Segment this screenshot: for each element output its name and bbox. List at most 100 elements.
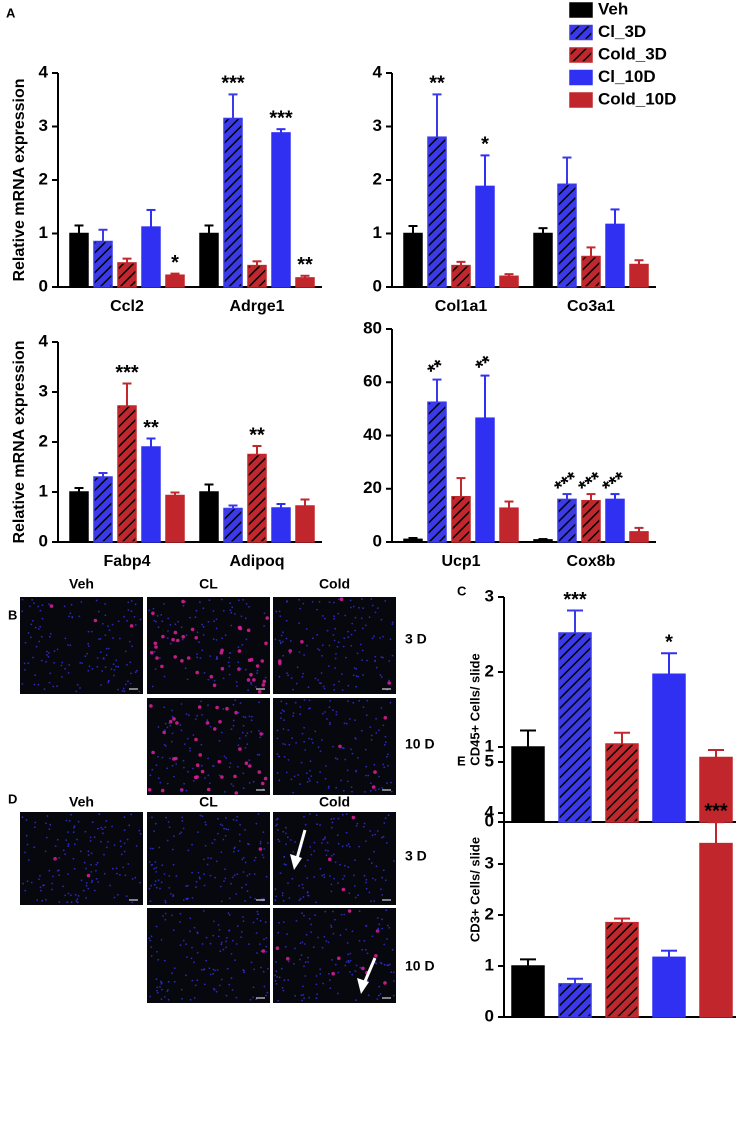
cell-dot [134,623,137,626]
cell-dot [230,728,233,731]
cell-dot [290,778,293,781]
cell-dot [176,638,180,643]
cell-dot [229,652,231,654]
cell-dot [301,912,303,915]
cell-dot [345,844,348,847]
y-tick-label: 1 [485,955,494,974]
cell-dot [349,718,351,720]
cell-dot [38,640,41,643]
cell-dot [224,834,227,837]
cell-dot [212,683,217,688]
cell-dot [252,986,255,989]
cell-dot [72,831,75,834]
cell-dot [181,816,184,819]
cell-dot [302,602,305,605]
cell-dot [70,894,72,897]
cell-dot [386,755,388,758]
x-tick-label: Cox8b [567,553,616,570]
cell-dot [222,708,225,710]
cell-dot [65,839,68,841]
cell-dot [179,724,182,726]
y-tick-label: 0 [39,531,48,550]
cell-dot [365,840,367,842]
cell-dot [225,757,228,759]
cell-dot [262,831,265,834]
cell-dot [64,853,66,856]
cell-dot [164,729,166,732]
cell-dot [40,659,43,662]
cell-dot [147,788,152,792]
cell-dot [381,787,384,789]
cell-dot [230,953,233,955]
cell-dot [27,632,30,634]
cell-dot [83,861,86,864]
cell-dot [376,917,379,919]
cell-dot [180,831,183,834]
bar [165,494,185,543]
cell-dot [37,628,40,630]
cell-dot [107,647,110,650]
cell-dot [334,918,336,921]
cell-dot [340,913,343,916]
cell-dot [304,749,307,751]
cell-dot [150,650,154,655]
cell-dot [303,726,305,729]
cell-dot [365,774,367,777]
cell-dot [184,667,187,670]
cell-dot [62,849,65,852]
cell-dot [170,740,173,743]
cell-dot [237,744,240,747]
legend-swatch [569,24,593,41]
cell-dot [225,817,227,819]
cell-dot [315,814,318,817]
cell-dot [286,956,290,961]
cell-dot [21,610,24,613]
cell-dot [332,932,335,935]
cell-dot [328,857,332,862]
cell-dot [215,618,218,621]
cell-dot [259,732,264,736]
cell-dot [234,613,236,615]
cell-dot [286,933,288,936]
cell-dot [353,874,355,877]
bar [403,538,423,543]
cell-dot [298,622,300,624]
cell-dot [333,683,335,686]
cell-dot [180,626,183,629]
cell-dot [233,847,236,850]
cell-dot [159,887,161,890]
cell-dot [196,979,199,982]
cell-dot [306,891,309,893]
cell-dot [306,644,308,647]
cell-dot [90,881,93,884]
cell-dot [350,748,352,751]
cell-dot [256,952,258,954]
cell-dot [215,639,218,641]
cell-dot [343,875,346,877]
y-tick-label: 3 [39,381,48,400]
cell-dot [354,970,357,972]
cell-dot [68,820,71,822]
cell-dot [193,926,196,929]
cell-dot [322,982,324,985]
cell-dot [287,759,290,761]
cell-dot [112,663,115,666]
cell-dot [366,699,369,702]
cell-dot [389,701,392,704]
cell-dot [58,901,61,903]
legend-label: Cold_3D [598,44,667,63]
cell-dot [149,704,153,708]
cell-dot [381,927,384,930]
cell-dot [134,603,137,606]
significance-label: * [665,632,673,654]
cell-dot [209,655,212,657]
cell-dot [302,985,304,988]
cell-dot [232,785,235,787]
cell-dot [388,926,391,929]
cell-dot [374,789,377,792]
cell-dot [283,719,285,721]
cell-dot [298,884,300,887]
cell-dot [250,961,253,964]
cell-dot [287,882,289,884]
cell-dot [203,884,206,887]
